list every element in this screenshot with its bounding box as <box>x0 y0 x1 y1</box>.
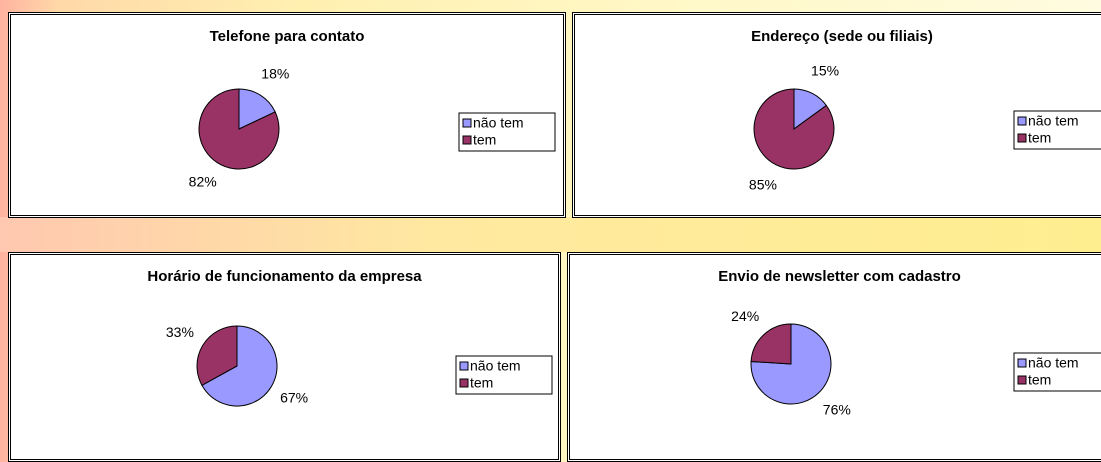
legend-label: não tem <box>1028 113 1079 129</box>
background-band <box>0 217 1101 252</box>
data-label: 85% <box>749 177 777 193</box>
legend-swatch <box>1017 358 1027 368</box>
data-label: 82% <box>189 174 217 190</box>
chart-title: Envio de newsletter com cadastro <box>718 268 961 285</box>
legend-box <box>1013 110 1101 150</box>
legend-swatch <box>459 378 469 388</box>
legend-box <box>455 355 553 395</box>
chart-title: Endereço (sede ou filiais) <box>751 28 933 45</box>
pie-slice <box>238 88 276 130</box>
chart: Endereço (sede ou filiais) 15% 85% não temt… <box>749 28 1101 193</box>
legend-label: não tem <box>473 115 524 131</box>
legend-label: tem <box>1028 130 1051 146</box>
legend-swatch <box>1017 116 1027 126</box>
legend-label: tem <box>1028 372 1051 388</box>
chart: Horário de funcionamento da empresa 67% 33… <box>147 268 553 407</box>
data-label: 15% <box>811 63 839 79</box>
legend-swatch <box>462 135 472 145</box>
pie-slice <box>201 325 278 407</box>
chart-panel: Envio de newsletter com cadastro 76% 24% nã… <box>567 252 1101 462</box>
legend-swatch <box>462 118 472 128</box>
legend-label: não tem <box>470 358 521 374</box>
data-label: 67% <box>280 389 308 405</box>
legend-swatch <box>1017 133 1027 143</box>
legend-label: tem <box>473 132 496 148</box>
legend-box <box>1013 352 1101 392</box>
legend-label: tem <box>470 375 493 391</box>
chart-panel: Telefone para contato 18% 82% não tem tem <box>8 12 566 218</box>
chart-title: Telefone para contato <box>210 28 365 45</box>
legend-swatch <box>1017 375 1027 385</box>
pie-slice <box>750 323 792 365</box>
legend-swatch <box>459 361 469 371</box>
data-label: 24% <box>731 308 759 324</box>
chart-title: Horário de funcionamento da empresa <box>147 268 422 285</box>
chart: Envio de newsletter com cadastro 76% 24% nã… <box>718 268 1101 417</box>
legend-box <box>458 112 556 152</box>
legend-label: não tem <box>1028 355 1079 371</box>
chart-panel: Horário de funcionamento da empresa 67% 33… <box>8 252 561 462</box>
pie-slice <box>196 325 238 386</box>
data-label: 18% <box>261 66 289 82</box>
pie-slice <box>753 88 835 170</box>
pie-slice <box>198 88 280 170</box>
data-label: 76% <box>823 401 851 417</box>
data-label: 33% <box>166 324 194 340</box>
chart-panel: Endereço (sede ou filiais) 15% 85% não tem t… <box>572 12 1101 218</box>
